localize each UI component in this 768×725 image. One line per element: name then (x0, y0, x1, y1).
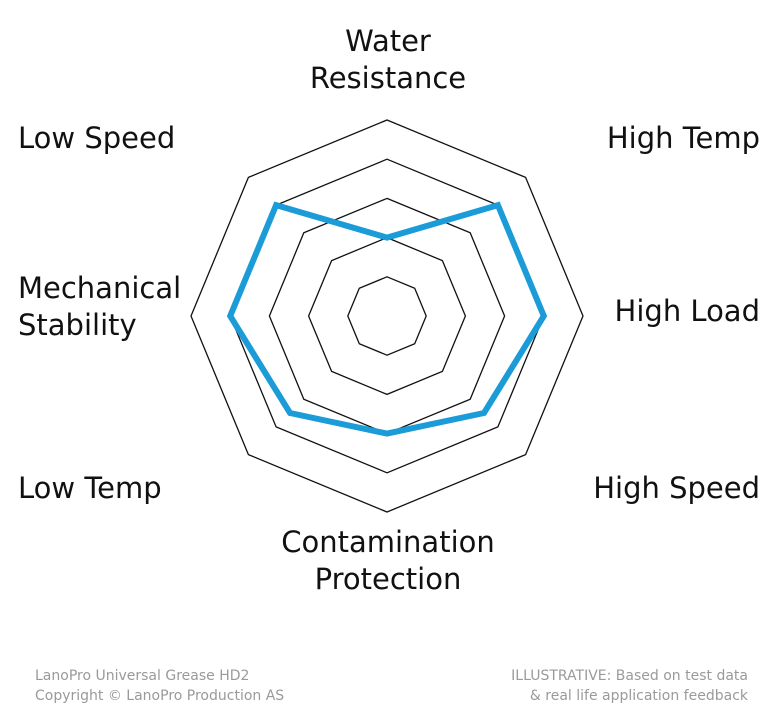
grid-ring-2 (307, 236, 467, 396)
axis-label-high-temp: High Temp (606, 121, 760, 155)
axis-label-high-load: High Load (614, 294, 760, 328)
grid-ring-5 (190, 119, 584, 513)
grid-ring-3 (268, 197, 506, 435)
axis-label-mechanical-stability: Mechanical Stability (18, 271, 182, 342)
axis-label-low-temp: Low Temp (18, 471, 162, 505)
radar-series (226, 201, 548, 437)
series-line-1 (226, 201, 548, 437)
footer-illustrative-note: ILLUSTRATIVE: Based on test data & real … (511, 668, 748, 704)
footer-product-copyright: LanoPro Universal Grease HD2 Copyright ©… (35, 668, 285, 704)
axis-label-water-resistance: Water Resistance (309, 24, 467, 95)
grid-ring-1 (347, 276, 427, 356)
axis-label-low-speed: Low Speed (18, 121, 176, 155)
axis-label-high-speed: High Speed (593, 471, 760, 505)
axis-label-contamination-protection: Contamination Protection (281, 525, 495, 596)
radar-grid (190, 119, 584, 513)
